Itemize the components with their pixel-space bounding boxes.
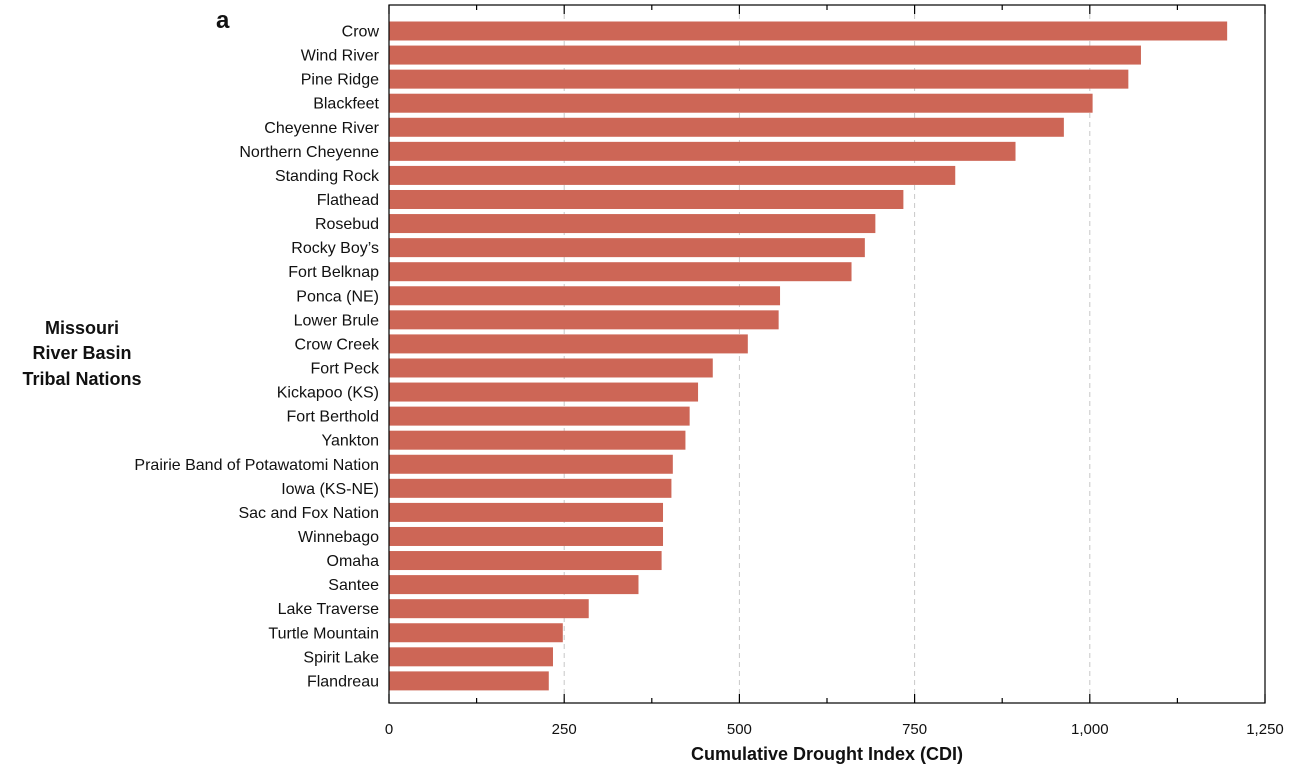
category-label: Fort Peck xyxy=(311,360,380,377)
x-axis-ticks: 0 250 500 750 1,000 1,250 xyxy=(385,5,1284,738)
y-axis-title-line-2: River Basin xyxy=(32,343,131,363)
x-tick-label: 250 xyxy=(552,721,577,738)
category-label: Fort Berthold xyxy=(287,409,379,426)
bar xyxy=(389,575,639,595)
bar xyxy=(389,262,852,282)
category-label: Yankton xyxy=(321,433,379,450)
x-tick-label: 750 xyxy=(902,721,927,738)
panel-label: a xyxy=(216,7,230,34)
category-label: Flathead xyxy=(317,192,379,209)
bar xyxy=(389,334,748,354)
bar xyxy=(389,599,589,619)
bar xyxy=(389,502,664,522)
category-label: Iowa (KS-NE) xyxy=(281,481,379,498)
bar xyxy=(389,647,553,667)
category-label: Santee xyxy=(328,577,379,594)
bar xyxy=(389,238,865,258)
bar xyxy=(389,358,713,378)
bar xyxy=(389,141,1016,161)
category-label: Crow Creek xyxy=(295,336,380,353)
x-tick-label: 1,000 xyxy=(1071,721,1109,738)
category-label: Rosebud xyxy=(315,216,379,233)
bar xyxy=(389,45,1141,65)
category-label: Northern Cheyenne xyxy=(239,144,379,161)
bar xyxy=(389,430,686,450)
category-label: Lower Brule xyxy=(294,312,379,329)
bar xyxy=(389,478,672,498)
category-label: Cheyenne River xyxy=(264,120,379,137)
category-label: Spirit Lake xyxy=(303,649,379,666)
y-axis-title-line-3: Tribal Nations xyxy=(22,369,141,389)
bar xyxy=(389,21,1228,41)
category-label: Wind River xyxy=(301,48,380,65)
bar xyxy=(389,382,699,402)
bar xyxy=(389,214,876,234)
bar xyxy=(389,454,673,474)
bar xyxy=(389,189,904,209)
category-label: Ponca (NE) xyxy=(296,288,379,305)
x-tick-label: 500 xyxy=(727,721,752,738)
bar xyxy=(389,69,1129,89)
bars xyxy=(389,21,1228,691)
category-label: Kickapoo (KS) xyxy=(277,385,379,402)
bar xyxy=(389,671,549,691)
x-tick-label: 1,250 xyxy=(1246,721,1284,738)
category-labels: Crow Wind River Pine Ridge Blackfeet Cheyenn… xyxy=(134,24,380,691)
category-label: Omaha xyxy=(327,553,380,570)
bar xyxy=(389,165,956,185)
bar xyxy=(389,406,690,426)
category-label: Blackfeet xyxy=(313,96,379,113)
bar xyxy=(389,310,779,330)
x-tick-label: 0 xyxy=(385,721,393,738)
category-label: Winnebago xyxy=(298,529,379,546)
category-label: Flandreau xyxy=(307,673,379,690)
category-label: Turtle Mountain xyxy=(268,625,379,642)
category-label: Sac and Fox Nation xyxy=(238,505,379,522)
y-axis-title-line-1: Missouri xyxy=(45,318,119,338)
category-label: Lake Traverse xyxy=(278,601,379,618)
bar xyxy=(389,623,563,643)
category-label: Prairie Band of Potawatomi Nation xyxy=(134,457,379,474)
category-label: Pine Ridge xyxy=(301,72,379,89)
bar xyxy=(389,286,781,306)
bar xyxy=(389,117,1064,137)
category-label: Standing Rock xyxy=(275,168,380,185)
bar xyxy=(389,526,664,546)
bar xyxy=(389,93,1093,113)
category-label: Rocky Boy’s xyxy=(291,240,379,257)
category-label: Fort Belknap xyxy=(288,264,379,281)
category-label: Crow xyxy=(342,24,380,41)
x-axis-title: Cumulative Drought Index (CDI) xyxy=(691,744,963,764)
bar xyxy=(389,551,662,571)
